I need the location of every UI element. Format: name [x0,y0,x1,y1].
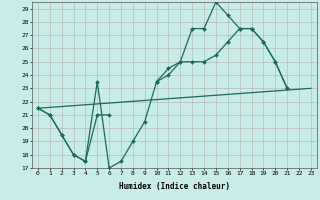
X-axis label: Humidex (Indice chaleur): Humidex (Indice chaleur) [119,182,230,191]
